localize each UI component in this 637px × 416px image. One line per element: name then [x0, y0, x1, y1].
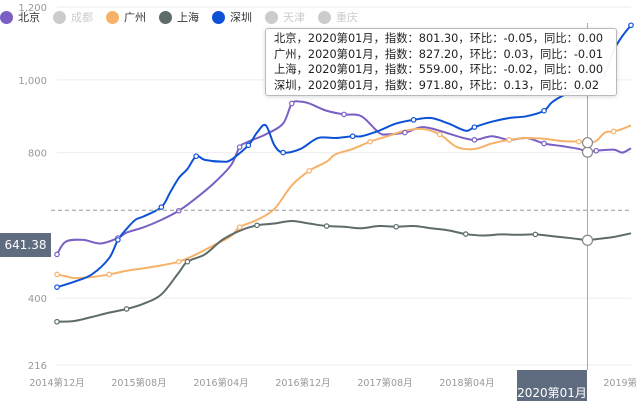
data-point[interactable]: [245, 142, 252, 149]
tooltip-line-shenzhen: 深圳，2020第01月，指数：971.80，环比：0.13，同比：0.02: [274, 78, 600, 92]
x-tick-label: 2017第08月: [357, 377, 412, 389]
data-point[interactable]: [541, 107, 547, 114]
legend-label: 北京: [18, 11, 40, 24]
legend: 北京 成都 广州 上海 深圳 天津 重庆: [0, 0, 420, 34]
legend-dot-icon: [318, 10, 331, 24]
data-point[interactable]: [54, 271, 60, 278]
x-tick-label: 2014第12月: [29, 377, 84, 389]
data-point[interactable]: [54, 284, 60, 290]
y-tick-label: 1,000: [18, 76, 47, 87]
data-point[interactable]: [54, 318, 60, 325]
data-point[interactable]: [349, 133, 356, 140]
x-tick-label: 2016第12月: [275, 377, 330, 389]
legend-item[interactable]: 北京: [0, 9, 40, 25]
data-point[interactable]: [175, 207, 182, 214]
legend-item[interactable]: 天津: [265, 9, 305, 25]
data-point[interactable]: [236, 224, 243, 230]
x-tick-label: 2016第04月: [193, 377, 248, 389]
crosshair-point: [581, 146, 594, 158]
data-point[interactable]: [610, 128, 617, 135]
x-tick-label: 2019第08月: [603, 377, 637, 389]
data-point[interactable]: [115, 237, 121, 243]
crosshair-x-date-label: 2020第01月: [517, 370, 587, 401]
data-point[interactable]: [289, 100, 295, 107]
tooltip-line-guangzhou: 广州，2020第01月，指数：827.20，环比：0.03，同比：-0.01: [274, 47, 604, 61]
legend-item[interactable]: 广州: [106, 9, 146, 25]
data-point[interactable]: [367, 138, 373, 145]
y-tick-label: 800: [28, 149, 47, 160]
legend-dot-icon: [106, 10, 119, 24]
data-point[interactable]: [402, 129, 408, 136]
legend-label: 广州: [124, 11, 146, 24]
data-point[interactable]: [341, 111, 347, 118]
data-point[interactable]: [236, 144, 243, 150]
series-line: [56, 24, 632, 289]
data-point[interactable]: [628, 22, 634, 29]
series-line: [56, 100, 632, 255]
data-point[interactable]: [175, 258, 182, 265]
tooltip-line-beijing: 北京，2020第01月，指数：801.30，环比：-0.05，同比：0.00: [274, 32, 604, 45]
legend-label: 上海: [177, 11, 199, 24]
y-tick-label: 400: [28, 294, 47, 305]
x-tick-label: 2015第08月: [111, 377, 166, 389]
y-tick-label: 1,200: [18, 3, 47, 14]
series-line: [56, 124, 632, 280]
series-line: [56, 219, 632, 323]
data-point[interactable]: [436, 131, 443, 138]
crosshair-point: [581, 234, 594, 246]
crosshair-point: [581, 137, 594, 149]
legend-label: 成都: [71, 11, 93, 24]
data-point[interactable]: [532, 231, 539, 238]
data-point[interactable]: [506, 137, 513, 143]
data-point[interactable]: [593, 147, 600, 154]
y-tick-label: 216: [28, 361, 47, 372]
legend-dot-icon: [53, 10, 66, 24]
data-point[interactable]: [158, 204, 165, 210]
data-point[interactable]: [471, 137, 478, 143]
data-point[interactable]: [254, 222, 260, 229]
legend-label: 天津: [283, 11, 305, 24]
series-markers: [54, 22, 634, 325]
legend-label: 重庆: [336, 11, 358, 24]
data-point[interactable]: [54, 251, 60, 258]
data-point[interactable]: [471, 124, 478, 130]
legend-item[interactable]: 上海: [159, 9, 199, 25]
tooltip: 北京，2020第01月，指数：801.30，环比：-0.05，同比：0.00 广…: [265, 28, 617, 96]
data-point[interactable]: [410, 117, 417, 123]
data-point[interactable]: [576, 138, 582, 145]
data-point[interactable]: [106, 271, 112, 278]
legend-label: 深圳: [230, 11, 252, 24]
legend-dot-icon: [265, 10, 278, 24]
legend-dot-icon: [0, 10, 13, 24]
legend-dot-icon: [212, 10, 225, 24]
legend-item[interactable]: 成都: [53, 9, 93, 25]
data-point[interactable]: [462, 231, 469, 237]
data-point[interactable]: [393, 223, 399, 230]
data-point[interactable]: [123, 306, 130, 312]
legend-dot-icon: [159, 10, 172, 24]
legend-item[interactable]: 重庆: [318, 9, 358, 25]
crosshair-y-value-label: 641.38: [0, 233, 51, 257]
data-point[interactable]: [306, 167, 313, 174]
x-tick-label: 2018第04月: [439, 377, 494, 389]
data-point[interactable]: [184, 258, 191, 265]
data-point[interactable]: [541, 140, 547, 147]
tooltip-line-shanghai: 上海，2020第01月，指数：559.00，环比：-0.02，同比：0.00: [274, 63, 604, 76]
data-point[interactable]: [323, 223, 330, 229]
legend-item[interactable]: 深圳: [212, 9, 252, 25]
series-lines: [56, 24, 632, 323]
data-point[interactable]: [193, 153, 199, 160]
data-point[interactable]: [280, 149, 286, 156]
line-chart: 216 400 800 1,000 1,200 2014第12月 2015第08月 2016第…: [18, 3, 637, 389]
